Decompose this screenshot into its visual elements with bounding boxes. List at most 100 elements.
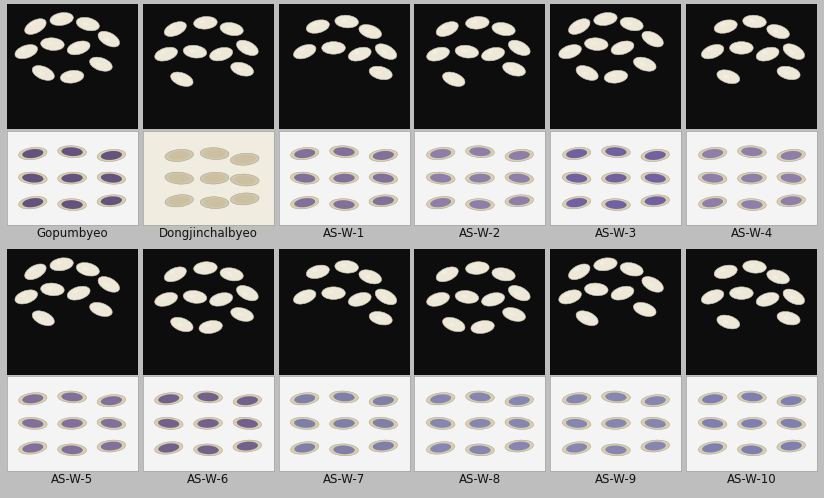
Ellipse shape [602, 444, 630, 456]
Ellipse shape [641, 149, 670, 161]
Ellipse shape [321, 287, 345, 299]
Ellipse shape [702, 443, 723, 453]
Ellipse shape [699, 442, 727, 454]
Ellipse shape [702, 419, 723, 428]
Ellipse shape [335, 15, 358, 28]
Ellipse shape [215, 50, 221, 54]
Ellipse shape [773, 29, 779, 33]
Ellipse shape [155, 392, 183, 405]
Ellipse shape [442, 25, 447, 29]
Ellipse shape [602, 199, 630, 211]
Text: AS-W-6: AS-W-6 [187, 473, 229, 486]
Ellipse shape [584, 38, 608, 50]
Ellipse shape [761, 50, 767, 54]
Ellipse shape [40, 38, 64, 50]
Ellipse shape [426, 417, 455, 429]
Ellipse shape [62, 147, 82, 156]
Ellipse shape [562, 172, 591, 184]
Ellipse shape [563, 196, 591, 209]
Ellipse shape [644, 442, 666, 451]
Ellipse shape [611, 286, 634, 300]
Ellipse shape [508, 396, 530, 405]
Ellipse shape [376, 71, 382, 75]
Ellipse shape [169, 174, 190, 183]
Ellipse shape [359, 270, 382, 284]
Ellipse shape [96, 307, 101, 311]
Ellipse shape [236, 40, 258, 56]
Ellipse shape [22, 174, 44, 183]
Ellipse shape [602, 146, 630, 158]
Ellipse shape [376, 316, 382, 320]
Ellipse shape [729, 287, 753, 299]
Ellipse shape [508, 174, 530, 183]
Ellipse shape [701, 290, 723, 304]
Ellipse shape [291, 196, 319, 209]
Ellipse shape [242, 291, 248, 296]
Ellipse shape [299, 48, 305, 52]
Ellipse shape [492, 22, 515, 36]
Ellipse shape [566, 149, 588, 158]
Ellipse shape [32, 311, 54, 326]
Ellipse shape [600, 15, 606, 19]
Ellipse shape [97, 172, 126, 184]
Ellipse shape [62, 392, 82, 401]
Ellipse shape [290, 417, 319, 429]
Ellipse shape [699, 392, 727, 405]
Ellipse shape [641, 440, 670, 452]
Ellipse shape [50, 258, 73, 271]
Ellipse shape [644, 196, 666, 205]
Ellipse shape [199, 20, 205, 23]
Ellipse shape [22, 198, 43, 207]
Ellipse shape [707, 48, 713, 52]
Ellipse shape [508, 151, 530, 160]
Ellipse shape [430, 149, 452, 158]
Ellipse shape [606, 147, 626, 156]
Ellipse shape [369, 66, 392, 80]
Ellipse shape [773, 275, 779, 279]
Ellipse shape [30, 267, 35, 272]
Ellipse shape [767, 24, 789, 39]
Ellipse shape [702, 174, 723, 183]
Ellipse shape [50, 12, 73, 25]
Ellipse shape [226, 272, 232, 276]
Ellipse shape [642, 276, 663, 292]
Ellipse shape [767, 270, 789, 284]
Ellipse shape [160, 296, 166, 300]
Ellipse shape [641, 417, 670, 429]
Ellipse shape [165, 149, 194, 161]
Ellipse shape [430, 443, 451, 453]
Ellipse shape [290, 172, 319, 184]
Ellipse shape [761, 296, 767, 300]
Ellipse shape [742, 260, 766, 273]
Ellipse shape [25, 264, 46, 280]
Ellipse shape [566, 443, 587, 453]
Ellipse shape [231, 62, 254, 76]
Ellipse shape [780, 442, 802, 451]
Ellipse shape [372, 442, 394, 451]
Ellipse shape [328, 290, 334, 294]
Ellipse shape [231, 308, 254, 321]
Ellipse shape [634, 57, 656, 71]
Ellipse shape [47, 287, 53, 290]
Ellipse shape [508, 442, 530, 451]
Ellipse shape [563, 147, 591, 160]
Ellipse shape [737, 391, 766, 403]
Ellipse shape [514, 291, 520, 296]
Ellipse shape [165, 195, 194, 207]
Ellipse shape [21, 48, 26, 52]
Ellipse shape [508, 196, 530, 205]
Ellipse shape [701, 44, 723, 59]
Ellipse shape [626, 22, 632, 26]
Ellipse shape [58, 444, 87, 456]
Ellipse shape [15, 290, 38, 304]
Ellipse shape [503, 308, 526, 321]
Ellipse shape [199, 321, 222, 334]
Ellipse shape [98, 31, 119, 47]
Ellipse shape [382, 50, 386, 54]
Ellipse shape [569, 19, 590, 34]
Ellipse shape [616, 289, 622, 293]
Ellipse shape [642, 31, 663, 47]
Ellipse shape [194, 16, 218, 29]
Ellipse shape [606, 419, 626, 428]
Ellipse shape [455, 45, 479, 58]
